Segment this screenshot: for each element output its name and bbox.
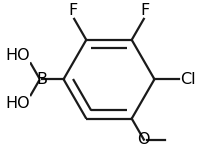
Text: HO: HO xyxy=(5,96,30,111)
Text: B: B xyxy=(36,72,47,87)
Text: O: O xyxy=(138,132,150,147)
Text: Cl: Cl xyxy=(180,72,196,87)
Text: HO: HO xyxy=(5,48,30,62)
Text: F: F xyxy=(140,3,149,18)
Text: F: F xyxy=(69,3,78,18)
